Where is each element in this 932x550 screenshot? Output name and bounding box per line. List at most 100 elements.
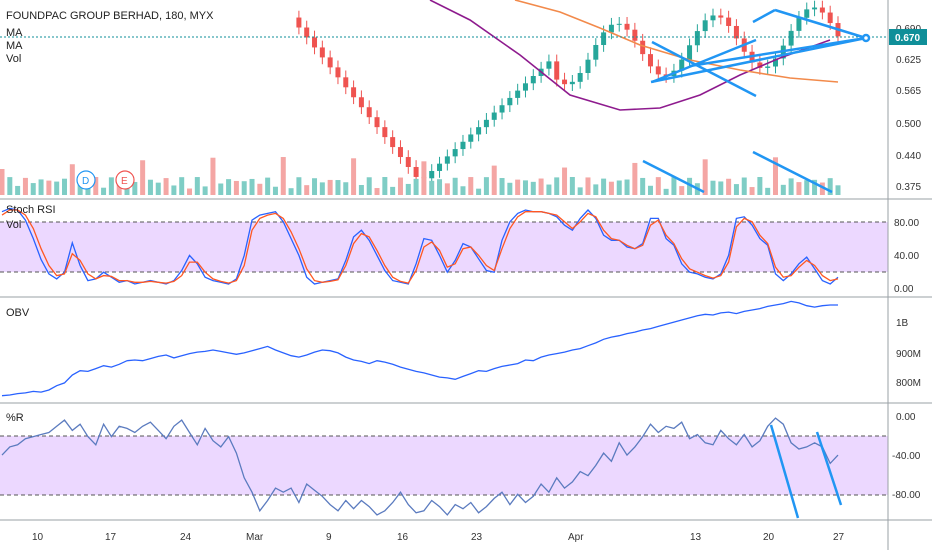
candle-body bbox=[515, 90, 521, 98]
candle-body bbox=[827, 12, 833, 24]
volume-bar bbox=[327, 179, 333, 195]
triangle-upper-line bbox=[752, 8, 776, 24]
candle-body bbox=[819, 7, 825, 13]
candle-body bbox=[546, 61, 552, 69]
candle-body bbox=[429, 170, 435, 179]
volume-bar bbox=[788, 178, 794, 195]
candle-body bbox=[343, 77, 349, 88]
volume-bar bbox=[819, 182, 825, 195]
ma-fast-line bbox=[429, 0, 831, 111]
willr-tick-1: -40.00 bbox=[892, 451, 921, 462]
candle-body bbox=[452, 149, 458, 157]
volume-bar bbox=[187, 188, 193, 195]
volume-bar bbox=[108, 177, 114, 195]
volume-bar bbox=[827, 178, 833, 195]
candle-body bbox=[655, 66, 661, 75]
current-price-tag bbox=[889, 29, 927, 45]
x-tick-0: 10 bbox=[32, 532, 44, 543]
stoch-tick-2: 0.00 bbox=[894, 284, 914, 295]
volume-bar bbox=[616, 180, 622, 195]
volume-bar bbox=[257, 183, 263, 195]
triangle-top-line bbox=[650, 36, 867, 84]
candle-body bbox=[476, 127, 482, 135]
volume-bar bbox=[85, 187, 91, 195]
volume-bar bbox=[179, 177, 185, 195]
candle-body bbox=[632, 29, 638, 41]
candle-body bbox=[726, 17, 732, 26]
stoch-tick-0: 80.00 bbox=[894, 218, 919, 229]
volume-bar bbox=[69, 164, 75, 195]
x-tick-8: 13 bbox=[690, 532, 702, 543]
dividend-marker-label: D bbox=[82, 176, 89, 187]
volume-bar bbox=[116, 184, 122, 195]
dividend-marker[interactable] bbox=[76, 170, 96, 190]
price-tick-4: 0.440 bbox=[896, 151, 921, 162]
volume-bar bbox=[304, 185, 310, 195]
candle-body bbox=[562, 79, 568, 85]
volume-bar bbox=[796, 182, 802, 195]
earnings-marker[interactable] bbox=[115, 170, 135, 190]
volume-bar bbox=[62, 178, 68, 195]
candle-body bbox=[647, 54, 653, 67]
x-tick-10: 27 bbox=[833, 532, 845, 543]
volume-bar bbox=[319, 182, 325, 195]
candle-body bbox=[702, 20, 708, 32]
volume-bar bbox=[280, 157, 286, 195]
volume-bar bbox=[780, 184, 786, 195]
williams-r-pane bbox=[1, 417, 839, 516]
candle-body bbox=[358, 97, 364, 108]
y-axis-obv: 1B 900M 800M bbox=[896, 318, 921, 389]
x-axis: 10 17 24 Mar 9 16 23 Apr 13 20 27 bbox=[32, 532, 845, 543]
candle-body bbox=[499, 105, 505, 113]
volume-bar bbox=[562, 167, 568, 195]
candle-body bbox=[468, 134, 474, 142]
y-axis-stoch: 80.00 40.00 0.00 bbox=[894, 218, 919, 295]
volume-bar bbox=[218, 183, 224, 195]
volume-bar bbox=[757, 177, 763, 195]
x-tick-6: 23 bbox=[471, 532, 483, 543]
candle-body bbox=[694, 31, 700, 46]
volume-bar bbox=[147, 179, 153, 195]
candle-body bbox=[327, 57, 333, 68]
willr-band bbox=[0, 436, 888, 495]
volume-bar bbox=[194, 177, 200, 195]
volume-bar bbox=[437, 179, 443, 195]
current-price-label: 0.670 bbox=[895, 33, 920, 44]
volume-bar bbox=[601, 178, 607, 195]
volume-bar bbox=[499, 178, 505, 195]
volume-bar bbox=[507, 182, 513, 195]
stoch-pane-series-1 bbox=[1, 209, 839, 284]
candle-body bbox=[569, 81, 575, 85]
candle-body bbox=[624, 23, 630, 30]
volume-bar bbox=[593, 184, 599, 195]
volume-bar bbox=[15, 185, 21, 195]
volume-bar bbox=[726, 178, 732, 195]
volume-bar bbox=[554, 177, 560, 195]
volume-bar bbox=[351, 158, 357, 195]
candle-body bbox=[413, 166, 419, 177]
candle-body bbox=[390, 137, 396, 148]
volume-bar bbox=[538, 178, 544, 195]
volume-bar bbox=[397, 177, 403, 195]
candle-body bbox=[757, 62, 763, 68]
volume-bar bbox=[608, 181, 614, 195]
volume-bar bbox=[632, 162, 638, 195]
volume-bar bbox=[265, 177, 271, 195]
flag-lower-line bbox=[651, 38, 757, 84]
volume-bar bbox=[249, 178, 255, 195]
candle-body bbox=[804, 9, 810, 18]
volume-bar bbox=[233, 180, 239, 195]
event-markers[interactable]: D E bbox=[76, 170, 135, 190]
volume-bar bbox=[382, 177, 388, 195]
volume-bar bbox=[358, 185, 364, 195]
volume-bar bbox=[452, 177, 458, 195]
candle-body bbox=[460, 141, 466, 150]
candle-body bbox=[796, 17, 802, 31]
pane-labels: FOUNDPAC GROUP BERHAD, 180, MYX MA MA Vo… bbox=[6, 10, 214, 424]
volume-bar bbox=[93, 177, 99, 195]
volume-bar bbox=[718, 181, 724, 195]
candle-body bbox=[319, 47, 325, 58]
volume-bar bbox=[405, 183, 411, 195]
pane-backgrounds bbox=[0, 222, 888, 495]
